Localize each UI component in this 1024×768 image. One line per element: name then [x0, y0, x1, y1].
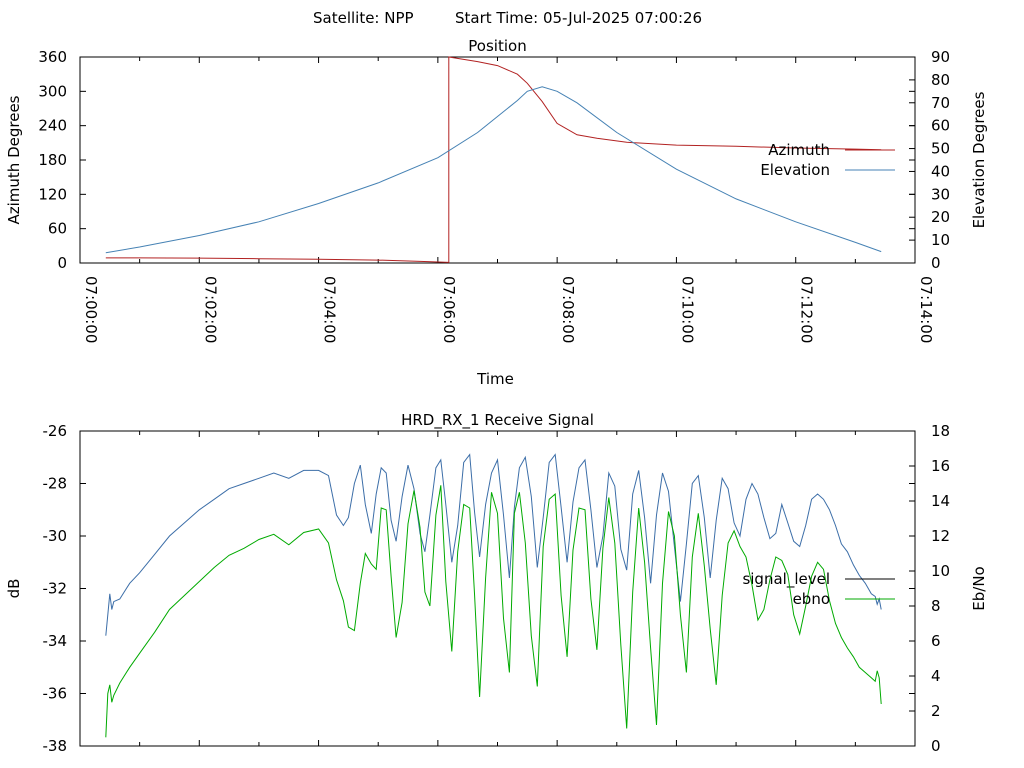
x-tick-label: 07:00:00: [82, 276, 100, 343]
y2-tick-label: 40: [931, 162, 950, 180]
chart-title: HRD_RX_1 Receive Signal: [401, 411, 594, 430]
y-tick-label: 180: [38, 151, 67, 169]
series-line-azimuth: [105, 56, 882, 263]
series-line-ebno: [105, 485, 882, 738]
y2-tick-label: 0: [931, 254, 941, 272]
plot-frame: [79, 56, 916, 264]
y-tick-label: -34: [43, 632, 68, 650]
receive-signal-panel: HRD_RX_1 Receive Signal -38 -36 -34 -32 -30 -2…: [5, 411, 988, 755]
position-panel: Position 0 60 120 180 240 300 360 0 10 20 30 40 50 60 7…: [5, 37, 988, 388]
series-line-elevation: [105, 86, 882, 254]
y-axis-label: Azimuth Degrees: [5, 95, 23, 224]
series-line-signal-level: [105, 453, 882, 636]
y2-axis-label: Eb/No: [970, 566, 988, 610]
y2-tick-label: 2: [931, 702, 941, 720]
y2-tick-label: 18: [931, 422, 950, 440]
y2-tick-label: 90: [931, 48, 950, 66]
x-tick-label: 07:12:00: [798, 276, 816, 343]
y-tick-label: 120: [38, 185, 67, 203]
y2-tick-label: 14: [931, 492, 950, 510]
y-tick-label: -30: [43, 527, 68, 545]
y2-tick-label: 20: [931, 208, 950, 226]
y2-tick-label: 4: [931, 667, 941, 685]
x-axis-label: Time: [476, 370, 514, 388]
x-tick-label: 07:06:00: [440, 276, 458, 343]
y-tick-label: -32: [43, 580, 68, 598]
y2-tick-label: 60: [931, 117, 950, 135]
y2-tick-label: 50: [931, 140, 950, 158]
y-tick-label: 300: [38, 82, 67, 100]
y2-tick-label: 10: [931, 562, 950, 580]
y2-tick-label: 30: [931, 185, 950, 203]
chart-title: Position: [468, 37, 526, 55]
legend-label: Elevation: [760, 161, 830, 179]
y-tick-label: -26: [43, 422, 68, 440]
legend-label: signal_level: [742, 570, 830, 589]
y2-axis-label: Elevation Degrees: [970, 91, 988, 228]
x-tick-label: 07:08:00: [559, 276, 577, 343]
y-axis-label: dB: [5, 579, 23, 599]
y2-tick-label: 80: [931, 71, 950, 89]
y-tick-label: 360: [38, 48, 67, 66]
legend-label: Azimuth: [768, 141, 830, 159]
y-tick-label: 240: [38, 117, 67, 135]
y-tick-label: 60: [48, 220, 67, 238]
x-tick-label: 07:14:00: [917, 276, 935, 343]
x-tick-label: 07:04:00: [321, 276, 339, 343]
legend-label: ebno: [793, 590, 830, 608]
x-tick-label: 07:10:00: [678, 276, 696, 343]
y-tick-label: 0: [57, 254, 67, 272]
y2-tick-label: 10: [931, 231, 950, 249]
y2-tick-label: 16: [931, 457, 950, 475]
y-tick-label: -36: [43, 685, 68, 703]
y2-tick-label: 70: [931, 94, 950, 112]
y2-tick-label: 0: [931, 737, 941, 755]
y-tick-label: -28: [43, 475, 68, 493]
header-start-time: Start Time: 05-Jul-2025 07:00:26: [455, 9, 702, 27]
header-satellite: Satellite: NPP: [313, 9, 414, 27]
y-tick-label: -38: [43, 737, 68, 755]
y2-tick-label: 6: [931, 632, 941, 650]
y2-tick-label: 12: [931, 527, 950, 545]
x-tick-label: 07:02:00: [201, 276, 219, 343]
y2-tick-label: 8: [931, 597, 941, 615]
